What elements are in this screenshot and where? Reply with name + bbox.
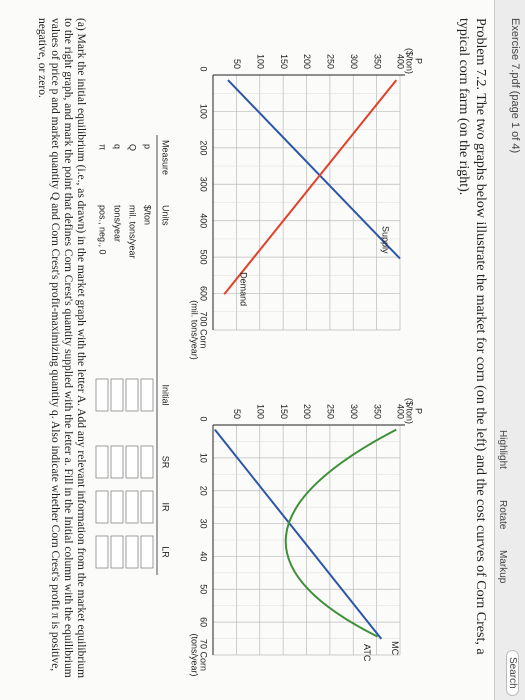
answer-box[interactable] bbox=[110, 490, 124, 524]
y-tick-label: 200 bbox=[302, 404, 312, 419]
table-header: Measure bbox=[161, 140, 171, 175]
answer-box[interactable] bbox=[110, 378, 124, 412]
answer-box[interactable] bbox=[95, 378, 109, 412]
table-header: LR bbox=[161, 546, 171, 558]
table-header: SR bbox=[161, 456, 171, 469]
answer-box[interactable] bbox=[140, 535, 154, 569]
y-tick-label: 350 bbox=[372, 54, 382, 69]
table-cell: q bbox=[113, 144, 123, 149]
y-tick-label: 250 bbox=[326, 54, 336, 69]
table-cell: p bbox=[143, 144, 153, 149]
answer-box[interactable] bbox=[95, 535, 109, 569]
curve-label: MC bbox=[390, 641, 400, 655]
y-tick-label: 150 bbox=[279, 54, 289, 69]
x-tick-label: 100 bbox=[199, 104, 209, 119]
x-tick-label: 10 bbox=[199, 453, 209, 463]
table-cell: mil. tons/year bbox=[128, 205, 138, 259]
y-tick-label: 100 bbox=[255, 404, 265, 419]
answer-box[interactable] bbox=[110, 445, 124, 479]
axis-unit: ($/ton) bbox=[405, 398, 415, 424]
answer-box[interactable] bbox=[125, 490, 139, 524]
curve-label: Demand bbox=[239, 272, 249, 306]
x-tick-label: 400 bbox=[199, 213, 209, 228]
table-cell: π bbox=[98, 144, 108, 150]
question-text: (a) Mark the initial equilibrium (i.e., … bbox=[36, 18, 87, 679]
x-tick-label: 500 bbox=[199, 250, 209, 265]
y-tick-label: 300 bbox=[349, 404, 359, 419]
x-tick-label: 300 bbox=[199, 177, 209, 192]
y-tick-label: 100 bbox=[255, 54, 265, 69]
x-tick-label: 20 bbox=[199, 486, 209, 496]
answer-box[interactable] bbox=[95, 445, 109, 479]
y-tick-label: 300 bbox=[349, 54, 359, 69]
table-cell: $/ton bbox=[143, 205, 153, 225]
axis-label: P bbox=[414, 58, 424, 64]
table-header: Initial bbox=[161, 384, 171, 405]
answer-box[interactable] bbox=[125, 445, 139, 479]
y-tick-label: 200 bbox=[302, 54, 312, 69]
table-cell: Q bbox=[128, 144, 138, 151]
answer-box[interactable] bbox=[140, 378, 154, 412]
demand-curve bbox=[223, 79, 398, 295]
x-tick-label: 200 bbox=[199, 140, 209, 155]
axis-unit: (mil. tons/year) bbox=[190, 300, 200, 360]
y-tick-label: 150 bbox=[279, 404, 289, 419]
axis-label: P bbox=[414, 408, 424, 414]
y-tick-label: 50 bbox=[232, 59, 242, 69]
answer-box[interactable] bbox=[140, 445, 154, 479]
x-tick-label: 50 bbox=[199, 584, 209, 594]
y-tick-label: 250 bbox=[326, 404, 336, 419]
curve-label: Supply bbox=[381, 226, 391, 254]
origin-label: 0 bbox=[199, 66, 209, 71]
table-cell: tons/year bbox=[113, 205, 123, 242]
x-tick-label: 600 bbox=[199, 286, 209, 301]
axis-unit: ($/ton) bbox=[405, 48, 415, 74]
supply-curve bbox=[227, 79, 401, 260]
y-tick-label: 400 bbox=[396, 54, 406, 69]
atc-curve bbox=[284, 428, 397, 638]
table-header: IR bbox=[161, 503, 171, 513]
axis-label: 700 Corn bbox=[199, 311, 209, 348]
origin-label: 0 bbox=[199, 416, 209, 421]
x-tick-label: 40 bbox=[199, 551, 209, 561]
answer-box[interactable] bbox=[125, 535, 139, 569]
answer-box[interactable] bbox=[140, 490, 154, 524]
mc-curve bbox=[214, 428, 383, 640]
y-tick-label: 50 bbox=[232, 409, 242, 419]
curve-label: ATC bbox=[362, 644, 372, 662]
axis-unit: (tons/year) bbox=[190, 633, 200, 676]
x-tick-label: 60 bbox=[199, 617, 209, 627]
y-tick-label: 350 bbox=[372, 404, 382, 419]
answer-box[interactable] bbox=[95, 490, 109, 524]
axis-label: 70 Corn bbox=[199, 639, 209, 671]
answer-box[interactable] bbox=[110, 535, 124, 569]
answer-box[interactable] bbox=[125, 378, 139, 412]
x-tick-label: 30 bbox=[199, 519, 209, 529]
table-header: Units bbox=[161, 205, 171, 226]
table-cell: pos., neg., 0 bbox=[98, 205, 108, 255]
y-tick-label: 400 bbox=[396, 404, 406, 419]
